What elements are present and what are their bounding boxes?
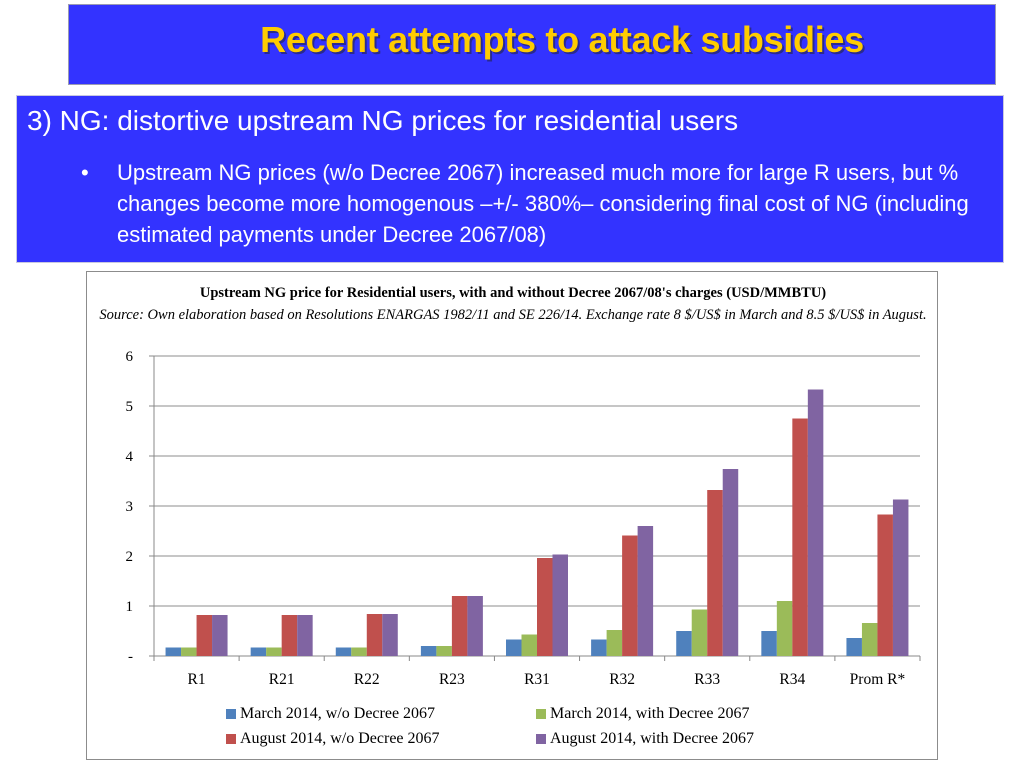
bar: [420, 646, 437, 656]
y-tick-label: 4: [126, 449, 134, 465]
legend-swatch: [536, 709, 546, 719]
bar: [877, 514, 893, 656]
bar: [807, 389, 824, 656]
y-tick-label: 3: [126, 499, 134, 515]
x-tick-label: R1: [188, 671, 206, 688]
bullet-icon: •: [81, 160, 89, 185]
y-tick-label: -: [128, 649, 133, 665]
bar: [892, 499, 909, 656]
title-bar: Recent attempts to attack subsidies: [68, 4, 996, 85]
bar: [552, 554, 568, 656]
legend-label: August 2014, w/o Decree 2067: [240, 730, 440, 747]
bar: [676, 631, 692, 656]
bar: [537, 558, 553, 656]
bar: [521, 634, 537, 656]
x-tick-label: R32: [609, 671, 635, 688]
legend-swatch: [226, 734, 236, 744]
legend-swatch: [536, 734, 546, 744]
chart-frame: Upstream NG price for Residential users,…: [86, 271, 938, 760]
bar: [722, 469, 739, 656]
legend-swatch: [226, 709, 236, 719]
bar: [792, 418, 808, 656]
bar: [266, 647, 282, 656]
bar: [212, 615, 228, 656]
chart-svg: - 1 2 3 4 5 6 R1 R21 R22 R23 R31 R32 R33 R34 Prom R*: [126, 349, 921, 688]
x-tick-label: R21: [269, 671, 295, 688]
x-tick-label: R31: [524, 671, 550, 688]
bar: [506, 639, 522, 656]
legend-item: August 2014, with Decree 2067: [536, 730, 754, 748]
bar: [335, 647, 352, 656]
bar: [250, 647, 267, 656]
bar: [366, 614, 383, 656]
y-tick-label: 5: [126, 399, 134, 415]
bar: [181, 647, 197, 656]
slide-heading: 3) NG: distortive upstream NG prices for…: [27, 105, 739, 136]
bullet-text: Upstream NG prices (w/o Decree 2067) inc…: [117, 160, 969, 247]
slide-title: Recent attempts to attack subsidies: [260, 19, 864, 60]
bar: [165, 647, 182, 656]
chart-title: Upstream NG price for Residential users,…: [199, 285, 827, 301]
y-tick-label: 1: [126, 599, 134, 615]
x-tick-label: R33: [694, 671, 720, 688]
x-tick-label: Prom R*: [850, 671, 906, 688]
bar: [382, 614, 398, 656]
legend-item: March 2014, w/o Decree 2067: [226, 705, 435, 723]
x-tick-label: R34: [779, 671, 805, 688]
bar: [761, 631, 777, 656]
y-tick-label: 6: [126, 349, 134, 365]
bar: [281, 615, 298, 656]
legend-label: March 2014, w/o Decree 2067: [240, 705, 436, 722]
bar: [861, 623, 878, 656]
legend-label: August 2014, with Decree 2067: [550, 730, 754, 747]
bar: [606, 630, 623, 656]
x-tick-label: R22: [354, 671, 380, 688]
bar: [297, 615, 313, 656]
bar: [436, 646, 452, 656]
legend-item: March 2014, with Decree 2067: [536, 705, 750, 723]
x-tick-label: R23: [439, 671, 465, 688]
bar: [451, 596, 468, 656]
bar: [691, 609, 708, 656]
bar: [846, 638, 862, 656]
legend-item: August 2014, w/o Decree 2067: [226, 730, 440, 748]
bar: [467, 596, 483, 656]
bar: [622, 535, 638, 656]
bar: [351, 647, 367, 656]
chart-source: Source: Own elaboration based on Resolut…: [99, 307, 927, 323]
content-box: 3) NG: distortive upstream NG prices for…: [16, 95, 1004, 263]
y-tick-label: 2: [126, 549, 134, 565]
bar: [776, 601, 793, 656]
bar: [591, 639, 607, 656]
legend-label: March 2014, with Decree 2067: [550, 705, 750, 722]
bar: [196, 615, 213, 656]
bar: [637, 526, 654, 656]
bar: [707, 490, 723, 656]
